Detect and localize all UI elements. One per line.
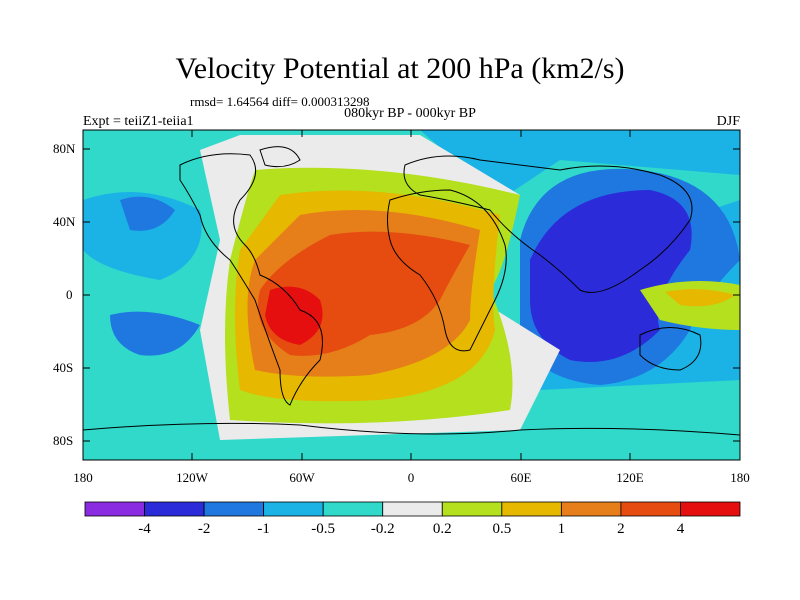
colorbar-tick-label: -0.2	[370, 521, 395, 537]
lat-tick-label: 40N	[53, 214, 76, 229]
experiment-label: Expt = teiiZ1-teiia1	[83, 114, 194, 129]
lon-tick-label: 120E	[616, 470, 644, 485]
lon-tick-label: 0	[407, 470, 415, 485]
colorbar-tick-label: -2	[197, 521, 211, 537]
tick-marks	[83, 130, 740, 460]
colorbar-tick-label: -1	[257, 521, 270, 537]
field-pos-pacific-2	[665, 289, 735, 307]
colorbar-tick-label: 4	[676, 521, 685, 537]
stats-line: rmsd= 1.64564 diff= 0.000313298	[190, 94, 370, 109]
lon-tick-label: 120W	[176, 470, 208, 485]
colorbar-swatch	[560, 501, 622, 517]
lat-tick-label: 80S	[53, 433, 74, 448]
subtitle: 080kyr BP - 000kyr BP	[344, 106, 476, 121]
colorbar-swatch	[322, 501, 384, 517]
colorbar-swatch	[441, 501, 503, 517]
figure-title: Velocity Potential at 200 hPa (km2/s)	[175, 52, 625, 85]
colorbar-tick-label: -4	[138, 521, 151, 537]
season-label: DJF	[716, 114, 740, 129]
field-neg-west-1	[110, 311, 200, 356]
field-neg-west-2	[120, 196, 175, 231]
lon-tick-label: 180	[73, 470, 93, 485]
colorbar-tick-label: -0.5	[311, 521, 336, 537]
colorbar-swatch	[263, 501, 324, 517]
colorbar-swatch	[382, 501, 443, 517]
colorbar-tick-label: 1	[557, 521, 566, 537]
lat-tick-label: 0	[66, 287, 73, 302]
colorbar-tick-label: 0.2	[432, 521, 452, 537]
lon-tick-label: 60W	[289, 470, 315, 485]
colorbar-swatch	[501, 501, 562, 517]
colorbar	[84, 501, 741, 517]
lon-tick-label: 180	[730, 470, 750, 485]
field-pos-5	[265, 286, 323, 345]
field-neg-east-2	[530, 190, 692, 362]
colorbar-swatch	[144, 501, 205, 517]
colorbar-swatch	[203, 501, 265, 517]
colorbar-tick-label: 2	[617, 521, 625, 537]
contour-field	[83, 130, 740, 460]
lat-tick-label: 40S	[53, 360, 74, 375]
colorbar-swatch	[84, 501, 145, 517]
lat-tick-label: 80N	[53, 141, 76, 156]
coastlines	[83, 146, 740, 436]
colorbar-swatch	[620, 501, 681, 517]
colorbar-tick-label: 0.5	[492, 521, 512, 537]
lon-tick-label: 60E	[510, 470, 532, 485]
colorbar-swatch	[680, 501, 741, 517]
